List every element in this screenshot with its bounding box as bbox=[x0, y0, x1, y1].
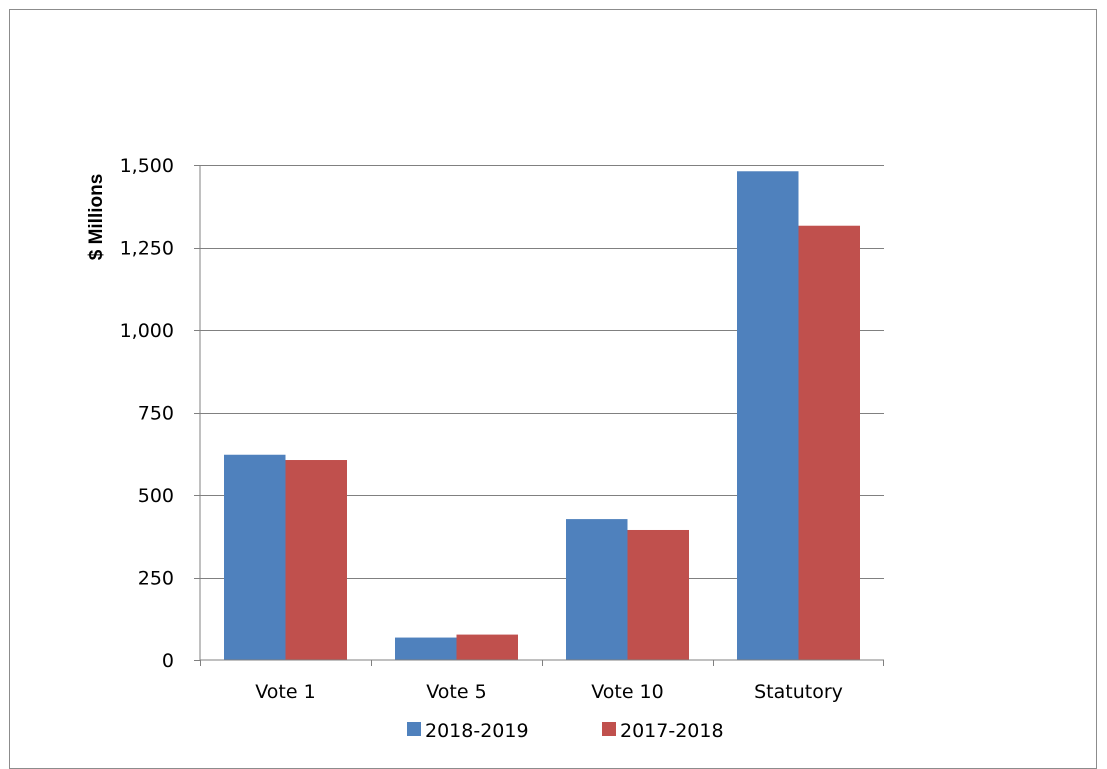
y-tick-label: 250 bbox=[138, 568, 174, 590]
legend-swatch bbox=[407, 722, 421, 736]
x-tick-label: Vote 1 bbox=[255, 681, 315, 703]
bar-vote-5-2018-2019 bbox=[395, 637, 457, 660]
y-tick-label: 1,250 bbox=[120, 238, 174, 260]
legend-swatch bbox=[602, 722, 616, 736]
bar-vote-10-2017-2018 bbox=[627, 529, 689, 660]
chart-frame bbox=[9, 9, 1097, 769]
legend: 2018-2019 2017-2018 bbox=[407, 720, 724, 742]
x-tick-label: Vote 10 bbox=[591, 681, 664, 703]
y-axis-title: $ Millions bbox=[86, 174, 107, 261]
bar-vote-1-2017-2018 bbox=[285, 460, 347, 660]
bar-vote-1-2018-2019 bbox=[224, 454, 286, 660]
x-tick-label: Statutory bbox=[754, 681, 843, 703]
y-tick-labels: 0 250 500 750 1,000 1,250 1,500 bbox=[120, 155, 200, 672]
y-tick-label: 1,500 bbox=[120, 155, 174, 177]
y-tick-label: 1,000 bbox=[120, 320, 174, 342]
legend-item-2018-2019: 2018-2019 bbox=[407, 720, 529, 742]
y-tick-label: 500 bbox=[138, 485, 174, 507]
legend-label: 2018-2019 bbox=[425, 720, 529, 742]
x-tick-labels: Vote 1 Vote 5 Vote 10 Statutory bbox=[200, 660, 884, 703]
bar-vote-10-2018-2019 bbox=[566, 519, 628, 660]
x-tick-label: Vote 5 bbox=[426, 681, 486, 703]
bar-vote-5-2017-2018 bbox=[456, 634, 518, 660]
y-tick-label: 0 bbox=[162, 650, 174, 672]
bars bbox=[224, 171, 860, 660]
bar-statutory-2018-2019 bbox=[737, 171, 799, 660]
legend-item-2017-2018: 2017-2018 bbox=[602, 720, 724, 742]
bar-statutory-2017-2018 bbox=[798, 225, 860, 660]
legend-label: 2017-2018 bbox=[620, 720, 724, 742]
y-tick-label: 750 bbox=[138, 403, 174, 425]
